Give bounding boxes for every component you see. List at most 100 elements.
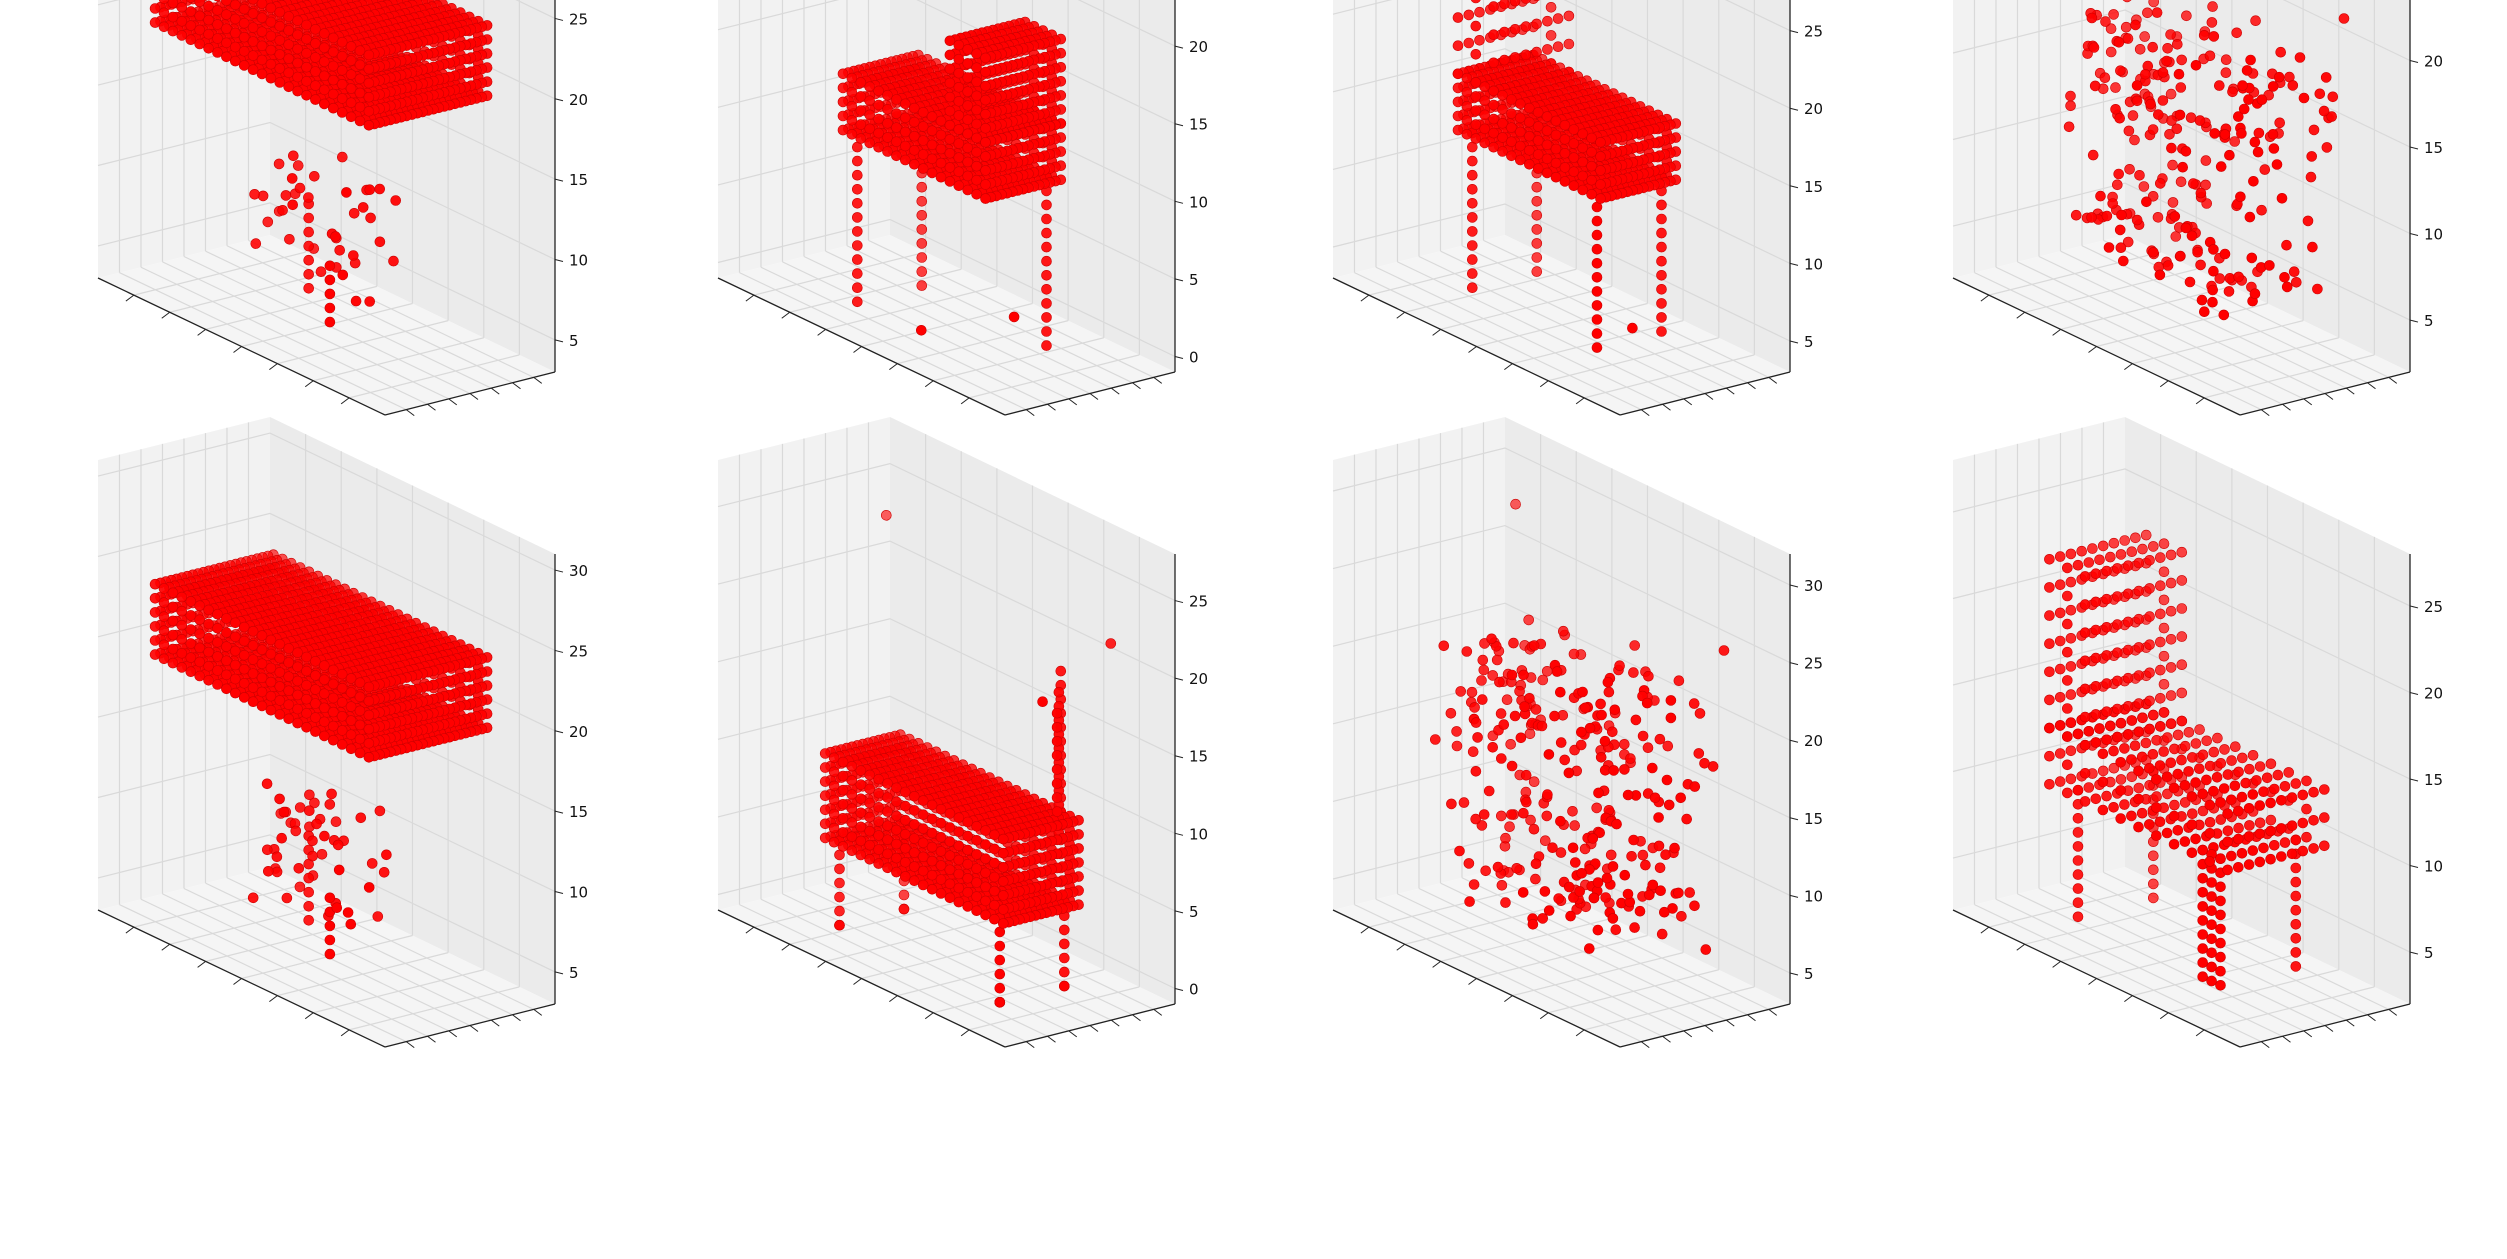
voxel-point xyxy=(310,38,321,49)
voxel-point xyxy=(837,68,849,80)
voxel-point xyxy=(2166,142,2177,154)
voxel-point xyxy=(167,25,179,37)
voxel-point xyxy=(1542,44,1553,55)
x-tick xyxy=(853,346,862,353)
z-tick-label: 25 xyxy=(1804,23,1823,41)
x-tick xyxy=(2052,328,2061,336)
x-tick xyxy=(924,380,934,388)
voxel-point xyxy=(1559,148,1571,159)
y-tick xyxy=(490,387,500,395)
voxel-point xyxy=(256,0,268,9)
voxel-point xyxy=(238,60,250,71)
voxel-point xyxy=(158,21,170,33)
voxel-point xyxy=(1577,170,1589,182)
gridline xyxy=(97,202,556,341)
voxel-point xyxy=(980,137,991,148)
voxel-point xyxy=(247,64,259,76)
voxel-point xyxy=(852,169,863,181)
voxel-point xyxy=(2174,109,2186,121)
gridline xyxy=(1995,266,2283,405)
gridline xyxy=(1548,337,1719,382)
voxel-point xyxy=(1550,115,1562,127)
voxel-point xyxy=(2187,178,2199,189)
voxel-point xyxy=(1591,229,1603,241)
voxel-point xyxy=(1488,113,1499,125)
gridline xyxy=(861,302,1033,348)
voxel-point xyxy=(374,236,386,248)
voxel-point xyxy=(221,23,232,35)
voxel-point xyxy=(1515,126,1526,138)
voxel-point xyxy=(1545,1,1557,13)
voxel-point xyxy=(203,43,214,54)
voxel-point xyxy=(294,881,306,893)
voxel-point xyxy=(971,174,982,186)
voxel-point xyxy=(916,280,928,291)
voxel-point xyxy=(149,607,161,618)
voxel-point xyxy=(280,190,292,201)
voxel-point xyxy=(1520,49,1532,61)
voxel-point xyxy=(350,295,362,307)
voxel-point xyxy=(304,805,315,816)
voxel-points xyxy=(149,549,493,960)
voxel-point xyxy=(2171,123,2183,135)
voxel-point xyxy=(1470,49,1482,60)
z-tick-label: 20 xyxy=(2424,52,2443,70)
voxel-point xyxy=(2173,68,2185,80)
voxel-point xyxy=(2215,161,2227,172)
voxel-point xyxy=(2207,284,2219,296)
voxel-point xyxy=(2065,100,2076,112)
y-tick xyxy=(2345,387,2355,395)
gridline xyxy=(2203,354,2375,399)
voxel-point xyxy=(1467,212,1478,223)
voxel-point xyxy=(1461,129,1473,140)
voxel-point xyxy=(324,302,336,314)
voxel-point xyxy=(1591,258,1603,269)
voxel-point xyxy=(1509,24,1521,35)
voxel-point xyxy=(1470,91,1482,102)
voxel-point xyxy=(916,238,928,249)
voxel-point xyxy=(873,113,884,125)
voxel-point xyxy=(2181,10,2192,22)
z-tick xyxy=(554,730,564,734)
voxel-point xyxy=(2141,196,2152,208)
voxel-point xyxy=(2131,95,2143,107)
voxel-point xyxy=(2208,265,2219,277)
z-tick-label: 5 xyxy=(569,332,579,350)
voxel-point xyxy=(1533,0,1540,2)
gridline xyxy=(1952,95,2411,235)
voxel-point xyxy=(2208,244,2219,255)
voxel-point xyxy=(1531,46,1542,58)
voxel-point xyxy=(916,196,928,207)
voxel-point xyxy=(1463,9,1475,21)
voxel-point xyxy=(864,137,875,149)
z-tick-label: 0 xyxy=(1189,348,1199,366)
voxel-point xyxy=(2122,236,2134,248)
voxel-point xyxy=(301,61,312,73)
voxel-point xyxy=(2065,90,2076,102)
voxel-point xyxy=(900,98,911,110)
voxel-point xyxy=(1591,243,1603,255)
voxel-point xyxy=(1520,0,1531,4)
voxel-point xyxy=(2116,209,2127,221)
voxel-point xyxy=(2185,112,2197,123)
voxel-point xyxy=(1550,129,1562,141)
voxel-point xyxy=(301,19,312,31)
voxel-point xyxy=(1488,1,1499,12)
voxel-point xyxy=(1506,136,1517,147)
voxel-point xyxy=(363,77,375,89)
voxel-point xyxy=(1488,57,1499,69)
voxel-point xyxy=(926,167,938,179)
voxel-point xyxy=(2196,294,2208,306)
voxel-point xyxy=(324,799,336,810)
voxel-point xyxy=(944,77,956,89)
voxel-point xyxy=(1591,328,1603,339)
voxel-point xyxy=(203,28,214,40)
voxel-point xyxy=(909,159,920,170)
voxel-point xyxy=(953,67,965,79)
voxel-point xyxy=(2157,67,2169,78)
z-tick-label: 20 xyxy=(1804,100,1823,118)
voxel-point xyxy=(176,647,188,659)
gridline xyxy=(1512,320,1684,365)
voxel-point xyxy=(2231,27,2243,39)
